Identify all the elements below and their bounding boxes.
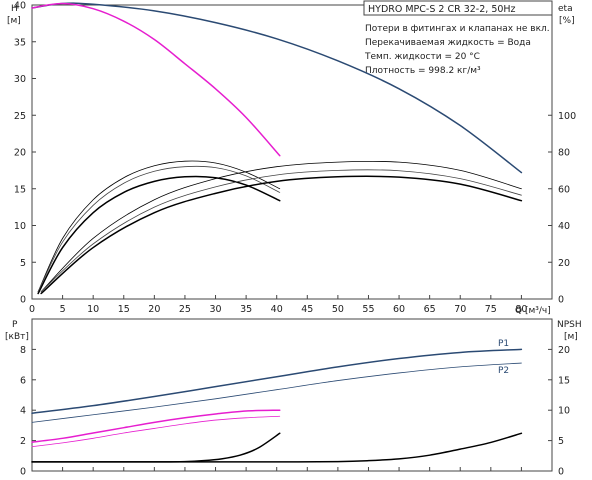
note-line-3: Темп. жидкости = 20 °C [364, 52, 480, 62]
x-tick-label: 70 [454, 304, 466, 315]
series-line-0-0 [31, 2, 523, 174]
y-right-tick-label: 100 [558, 111, 576, 122]
y-right-tick-label: 10 [558, 406, 570, 417]
series-line-0-5 [40, 175, 523, 295]
series-line-0-4 [37, 165, 281, 293]
x-tick-label: 15 [118, 304, 130, 315]
series-line-1-5 [31, 432, 523, 463]
y-left-tick-label: 6 [20, 375, 26, 386]
note-line-1: Потери в фитингах и клапанах не вкл. [365, 24, 550, 34]
series-line-0-1 [31, 2, 281, 157]
lower-plot-frame [31, 318, 553, 472]
y-left-tick-label: 0 [20, 467, 26, 478]
note-line-2: Перекачиваемая жидкость = Вода [365, 38, 531, 48]
x-tick-label: 75 [485, 304, 497, 315]
y-right-tick-label: 20 [558, 345, 570, 356]
series-line-1-3 [31, 415, 281, 448]
chart-title: HYDRO MPC-S 2 CR 32-2, 50Hz [368, 4, 516, 15]
series-line-1-2 [31, 409, 281, 443]
x-tick-label: 5 [60, 304, 66, 315]
y-left-tick-label: 15 [14, 184, 26, 195]
y-left-tick-label: 20 [14, 148, 26, 159]
x-tick-label: 55 [362, 304, 374, 315]
x-axis-label: Q [м³/ч] [515, 306, 551, 316]
series-line-0-7 [40, 169, 522, 293]
series-line-1-1 [31, 362, 522, 423]
p2-label: P2 [498, 366, 509, 376]
y-left-tick-label: 30 [14, 74, 26, 85]
y-right-label-name: eta [558, 4, 573, 14]
y-right-tick-label: 0 [558, 467, 564, 478]
y-left-tick-label: 2 [20, 436, 26, 447]
y-left-tick-label: 0 [20, 295, 26, 306]
npsh-axis-label-unit: [м] [564, 332, 578, 342]
npsh-axis-label-name: NPSH [557, 320, 582, 330]
y-right-tick-label: 20 [558, 258, 570, 269]
y-right-tick-label: 80 [558, 148, 570, 159]
series-line-0-2 [37, 175, 281, 295]
y-right-tick-label: 40 [558, 221, 570, 232]
x-tick-label: 30 [209, 304, 221, 315]
series-line-0-6 [40, 160, 522, 293]
y-left-tick-label: 35 [14, 37, 26, 48]
series-line-1-0 [31, 348, 523, 414]
y-left-label-unit: [м] [7, 16, 21, 26]
y-right-tick-label: 5 [558, 436, 564, 447]
x-tick-label: 0 [29, 304, 35, 315]
x-tick-label: 25 [179, 304, 191, 315]
x-tick-label: 60 [393, 304, 405, 315]
upper-plot-frame [31, 4, 553, 300]
x-tick-label: 35 [240, 304, 252, 315]
y-right-tick-label: 0 [558, 295, 564, 306]
y-left-tick-label: 10 [14, 221, 26, 232]
x-tick-label: 10 [87, 304, 99, 315]
y-left-tick-label: 25 [14, 111, 26, 122]
y-left-tick-label: 4 [20, 406, 26, 417]
x-tick-label: 40 [271, 304, 283, 315]
series-line-0-3 [37, 160, 281, 293]
p-axis-label-name: P [12, 320, 18, 330]
y-right-tick-label: 15 [558, 375, 570, 386]
y-right-label-unit: [%] [559, 16, 575, 26]
x-tick-label: 50 [332, 304, 344, 315]
x-tick-label: 65 [424, 304, 436, 315]
y-left-tick-label: 8 [20, 345, 26, 356]
y-left-label-name: H [11, 4, 18, 14]
y-right-tick-label: 60 [558, 184, 570, 195]
x-tick-label: 45 [301, 304, 313, 315]
y-left-tick-label: 5 [20, 258, 26, 269]
title-box [363, 0, 553, 16]
x-tick-label: 80 [515, 304, 527, 315]
note-line-4: Плотность = 998.2 кг/м³ [365, 66, 481, 76]
y-left-tick-label: 40 [14, 1, 26, 12]
p1-label: P1 [498, 339, 509, 349]
x-tick-label: 20 [148, 304, 160, 315]
p-axis-label-unit: [кВт] [5, 332, 29, 342]
